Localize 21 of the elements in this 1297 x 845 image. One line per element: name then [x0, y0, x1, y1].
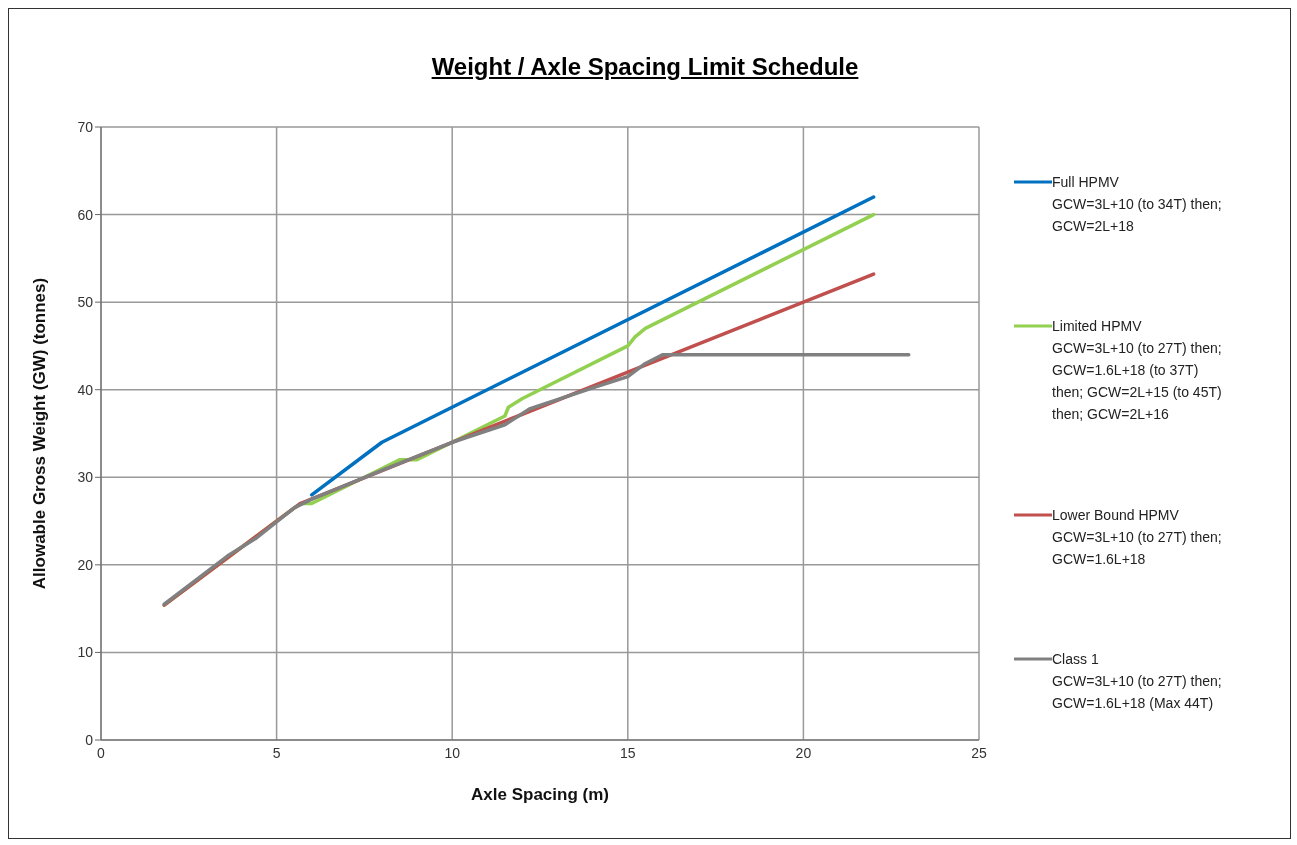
legend-label: Full HPMV GCW=3L+10 (to 34T) then; GCW=2L+18 [1052, 173, 1222, 236]
y-tick-label: 50 [77, 294, 94, 311]
y-tick-label: 30 [77, 469, 94, 486]
legend-label: Class 1 GCW=3L+10 (to 27T) then; GCW=1.6L+18 (Max 44T) [1052, 650, 1222, 713]
x-tick-label: 5 [272, 744, 281, 761]
y-tick-label: 0 [85, 731, 94, 748]
y-tick-label: 60 [77, 206, 94, 223]
y-tick-label: 70 [77, 118, 94, 135]
y-tick-label: 20 [77, 556, 94, 573]
y-tick-label: 10 [77, 644, 94, 661]
legend-label: Lower Bound HPMV GCW=3L+10 (to 27T) then; GCW=1.6L+18 [1052, 505, 1222, 569]
x-tick-label: 15 [620, 744, 636, 761]
y-axis-title: Allowable Gross Weight (GW) (tonnes) [30, 277, 50, 590]
x-axis-title: Axle Spacing (m) [471, 785, 609, 804]
chart-title: Weight / Axle Spacing Limit Schedule [430, 53, 860, 81]
legend-label: Limited HPMV GCW=3L+10 (to 27T) then; GCW=1.6L+18 (to 37T) then; GCW=2L+15 (to 45T) then; GCW=2L+16 [1052, 317, 1222, 425]
y-tick-label: 40 [77, 381, 94, 398]
x-tick-label: 10 [444, 744, 461, 761]
x-tick-label: 0 [97, 744, 106, 761]
x-tick-label: 25 [971, 744, 987, 761]
x-tick-label: 20 [795, 744, 812, 761]
